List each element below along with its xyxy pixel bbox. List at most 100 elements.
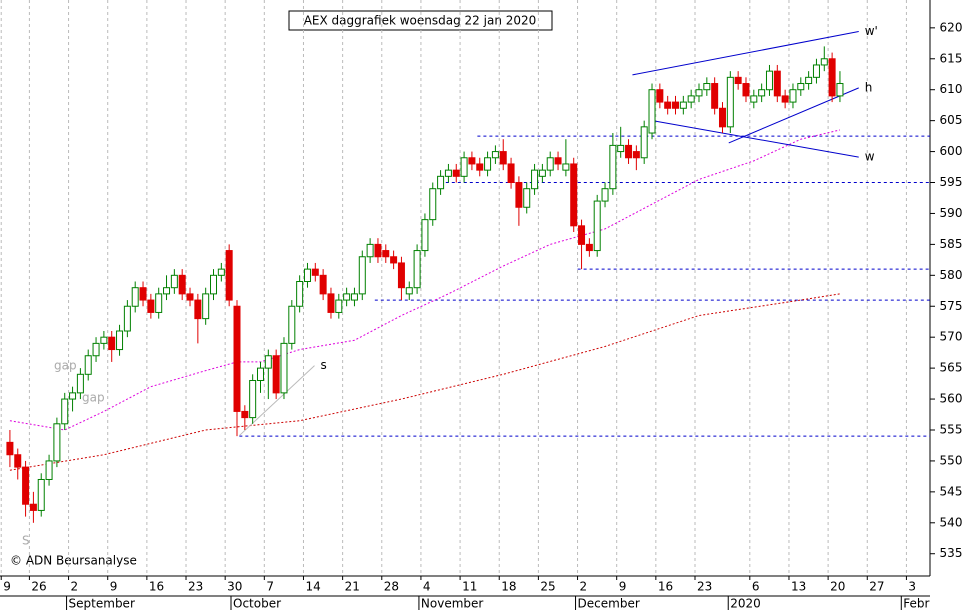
candle-body	[147, 299, 155, 313]
candle-body	[37, 478, 45, 511]
x-tick-label: 4	[423, 580, 431, 594]
candle-body	[718, 107, 726, 128]
x-tick-label: 21	[345, 580, 360, 594]
candle-body	[202, 293, 210, 320]
trend-line	[648, 119, 859, 158]
candle-body	[249, 379, 257, 419]
candle-body	[366, 243, 374, 258]
candle-body	[695, 89, 703, 97]
candle-body	[805, 76, 813, 85]
candle-body	[562, 163, 570, 171]
y-tick-label: 540	[940, 515, 963, 529]
y-tick-label: 620	[940, 20, 963, 34]
x-tick-label: 11	[462, 580, 477, 594]
candle-body	[397, 262, 405, 289]
candle-body	[413, 250, 421, 289]
candle-body	[29, 503, 37, 511]
candle-body	[460, 157, 468, 177]
y-tick-label: 575	[940, 299, 963, 313]
x-tick-label: 9	[3, 580, 11, 594]
candle-body	[108, 336, 116, 351]
candle-body	[14, 454, 22, 468]
y-tick-label: 555	[940, 422, 963, 436]
candle-body	[327, 293, 335, 313]
candle-body	[828, 58, 836, 97]
candle-body	[405, 287, 413, 295]
candle-body	[92, 342, 100, 357]
candle-body	[773, 70, 781, 97]
candle-body	[303, 268, 311, 283]
candle-body	[726, 76, 734, 128]
candle-body	[601, 188, 609, 202]
candle-body	[750, 95, 758, 103]
y-tick-label: 580	[940, 268, 963, 282]
candle-body	[280, 342, 288, 394]
candle-body	[593, 200, 601, 252]
month-label: October	[233, 597, 281, 610]
y-tick-label: 550	[940, 453, 963, 467]
candle-body	[311, 268, 319, 276]
candle-body	[687, 95, 695, 103]
candle-body	[170, 274, 178, 289]
trend-label: h	[865, 80, 873, 94]
candle-body	[233, 305, 241, 412]
x-tick-label: 18	[501, 580, 516, 594]
x-tick-label: 2	[580, 580, 588, 594]
candle-body	[789, 89, 797, 103]
candle-body	[656, 89, 664, 103]
x-tick-label: 23	[188, 580, 203, 594]
trend-line	[728, 87, 859, 144]
candle-body	[609, 144, 617, 190]
month-label: November	[421, 597, 483, 610]
candle-body	[131, 287, 139, 307]
candle-body	[484, 157, 492, 171]
candle-body	[335, 299, 343, 313]
candle-body	[194, 299, 202, 320]
candle-body	[343, 293, 351, 301]
candle-body	[421, 219, 429, 252]
annotation: gap	[82, 391, 105, 405]
candle-body	[523, 188, 531, 208]
y-tick-label: 610	[940, 82, 963, 96]
candle-body	[758, 89, 766, 97]
y-tick-label: 595	[940, 175, 963, 189]
candle-body	[452, 169, 460, 177]
x-tick-label: 23	[697, 580, 712, 594]
candle-body	[820, 58, 828, 66]
y-tick-label: 565	[940, 361, 963, 375]
candle-body	[703, 83, 711, 91]
month-label: 2020	[730, 597, 761, 610]
y-tick-label: 585	[940, 237, 963, 251]
x-tick-label: 20	[830, 580, 845, 594]
candle-body	[217, 268, 225, 276]
candle-body	[476, 163, 484, 171]
candle-body	[781, 95, 789, 103]
candle-body	[444, 169, 452, 177]
x-tick-label: 30	[227, 580, 242, 594]
y-tick-label: 600	[940, 144, 963, 158]
candle-body	[45, 460, 53, 480]
candle-body	[640, 126, 648, 159]
candle-body	[570, 163, 578, 227]
trend-label: w'	[865, 24, 878, 38]
y-tick-label: 615	[940, 51, 963, 65]
candle-body	[390, 256, 398, 264]
candle-body	[53, 423, 61, 462]
candle-body	[617, 144, 625, 153]
candle-body	[499, 151, 507, 165]
x-tick-label: 25	[540, 580, 555, 594]
trend-line	[239, 365, 315, 436]
candle-body	[515, 182, 523, 208]
moving-average	[9, 129, 841, 431]
trend-label: w	[865, 150, 875, 164]
x-tick-label: 14	[305, 580, 320, 594]
candle-body	[554, 157, 562, 165]
candle-body	[672, 101, 680, 109]
month-label: Febr	[903, 597, 929, 610]
candle-body	[186, 293, 194, 301]
x-tick-label: 7	[266, 580, 274, 594]
x-tick-label: 3	[908, 580, 916, 594]
candle-body	[225, 250, 233, 301]
candle-body	[625, 144, 633, 159]
